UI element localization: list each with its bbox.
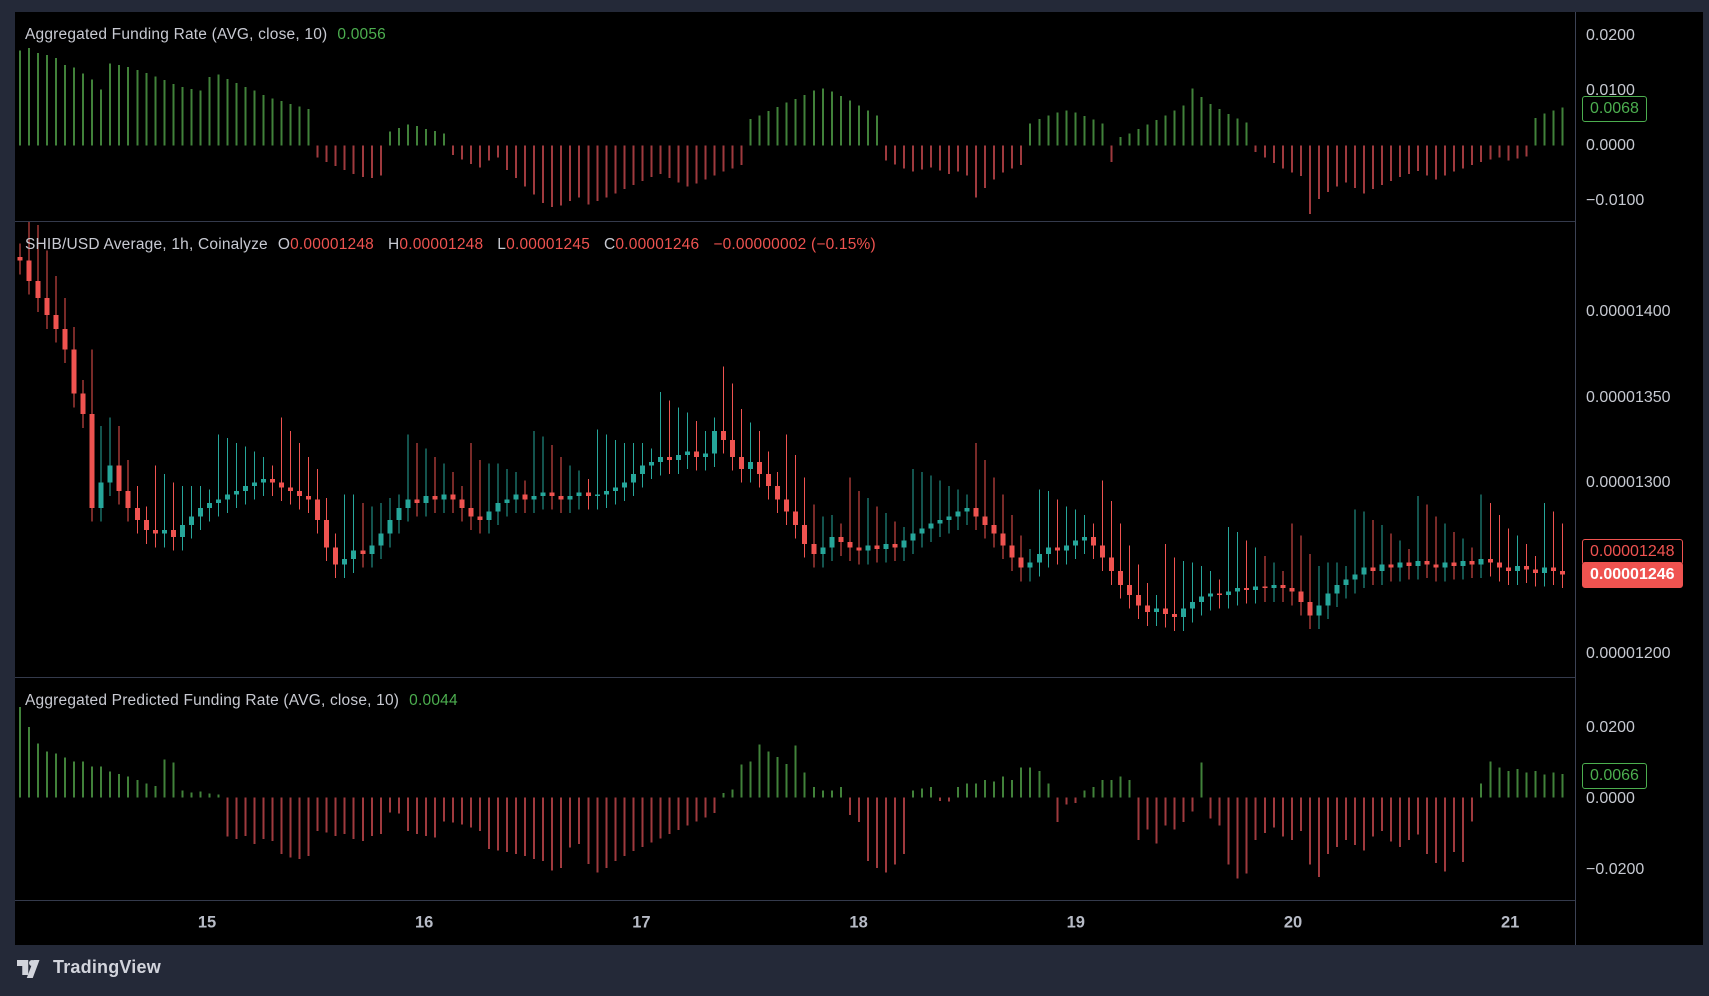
funding-value: 0.0056	[337, 26, 386, 43]
predicted-histogram-canvas[interactable]	[15, 678, 1575, 900]
axis-label: 0.0000	[1586, 137, 1635, 154]
price-badge: 0.00001246	[1582, 562, 1683, 589]
predicted-title: Aggregated Predicted Funding Rate (AVG, …	[25, 692, 400, 709]
legend-high: 0.00001248	[399, 236, 484, 253]
pane-funding-rate[interactable]: Aggregated Funding Rate (AVG, close, 10)…	[15, 12, 1575, 222]
time-axis-label: 21	[1501, 913, 1520, 931]
pane-predicted-funding[interactable]: Aggregated Predicted Funding Rate (AVG, …	[15, 678, 1575, 901]
funding-legend: Aggregated Funding Rate (AVG, close, 10)…	[25, 26, 386, 44]
tradingview-logo[interactable]: TradingView	[17, 955, 161, 980]
time-axis-label: 20	[1283, 913, 1303, 931]
price-legend: SHIB/USD Average, 1h, Coinalyze O0.000012…	[25, 236, 876, 253]
legend-change: −0.00000002 (−0.15%)	[713, 236, 876, 253]
price-badge: 0.0068	[1582, 95, 1647, 122]
candlestick-canvas[interactable]	[15, 222, 1575, 677]
tradingview-icon	[17, 955, 44, 980]
predicted-legend: Aggregated Predicted Funding Rate (AVG, …	[25, 692, 458, 710]
time-axis-label: 19	[1066, 913, 1085, 931]
symbol-title: SHIB/USD Average, 1h, Coinalyze	[25, 236, 268, 253]
legend-close: 0.00001246	[615, 236, 700, 253]
time-axis-label: 16	[415, 913, 434, 931]
time-axis[interactable]: 15 16 17 18 19 20 21	[15, 901, 1575, 944]
legend-low: 0.00001245	[506, 236, 591, 253]
pane-price-chart[interactable]: SHIB/USD Average, 1h, Coinalyze O0.000012…	[15, 222, 1575, 678]
time-axis-label: 18	[849, 913, 868, 931]
price-badge: 0.0066	[1582, 762, 1647, 789]
axis-label: 0.0100	[1586, 82, 1635, 99]
axis-label: 0.00001200	[1586, 645, 1671, 662]
predicted-value: 0.0044	[409, 692, 458, 709]
axis-label: 0.0200	[1586, 27, 1635, 44]
axis-label: 0.00001400	[1586, 303, 1671, 320]
axis-label: 0.0200	[1586, 719, 1635, 736]
axis-label: 0.00001350	[1586, 388, 1671, 406]
axis-label: −0.0200	[1586, 861, 1645, 878]
tradingview-label: TradingView	[53, 957, 161, 977]
funding-title: Aggregated Funding Rate (AVG, close, 10)	[25, 26, 328, 43]
time-axis-label: 17	[632, 913, 651, 931]
legend-open: 0.00001248	[290, 236, 374, 253]
price-badge: 0.00001248	[1582, 538, 1683, 565]
time-axis-label: 15	[197, 913, 217, 931]
axis-label: −0.0100	[1586, 192, 1645, 209]
funding-histogram-canvas[interactable]	[15, 12, 1575, 221]
axis-label: 0.0000	[1586, 790, 1635, 807]
axis-label: 0.00001300	[1586, 474, 1671, 491]
chart-widget: Aggregated Funding Rate (AVG, close, 10)…	[15, 12, 1703, 945]
price-axis[interactable]: 0.0200 0.0100 0.0000 −0.0100 0.00001400 0.000…	[1575, 12, 1703, 945]
